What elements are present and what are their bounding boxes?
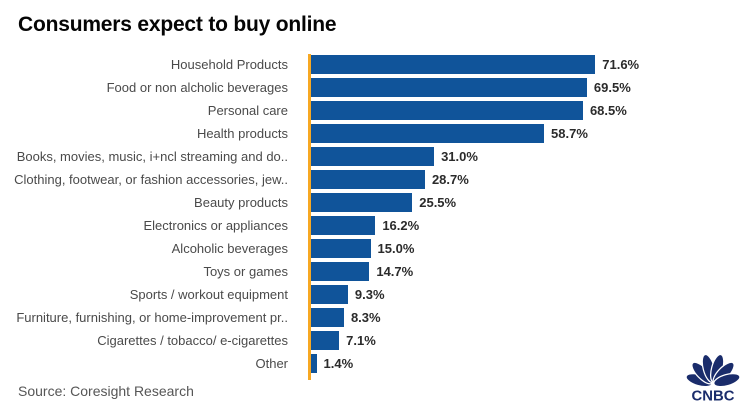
bar-row: Cigarettes / tobacco/ e-cigarettes 7.1% — [0, 329, 748, 352]
bar — [311, 331, 340, 350]
bar-row: Food or non alcholic beverages 69.5% — [0, 76, 748, 99]
bar-rows: Household Products 71.6% Food or non alcho… — [0, 53, 748, 375]
bar-track: 1.4% — [311, 354, 353, 373]
bar-row: Electronics or appliances 16.2% — [0, 214, 748, 237]
category-label: Clothing, footwear, or fashion accessori… — [14, 172, 288, 187]
axis-baseline — [308, 54, 311, 380]
bar-track: 8.3% — [311, 308, 381, 327]
bar-row: Furniture, furnishing, or home-improveme… — [0, 306, 748, 329]
bar — [311, 170, 425, 189]
category-label: Other — [255, 356, 288, 371]
value-label: 1.4% — [323, 356, 354, 371]
category-label: Electronics or appliances — [143, 218, 288, 233]
bar-row: Other 1.4% — [0, 352, 748, 375]
bar-track: 16.2% — [311, 216, 419, 235]
category-label: Beauty products — [194, 195, 288, 210]
bar-row: Alcoholic beverages 15.0% — [0, 237, 748, 260]
category-label: Health products — [196, 126, 288, 141]
bar — [311, 308, 344, 327]
category-label: Sports / workout equipment — [129, 287, 288, 302]
cnbc-wordmark: CNBC — [692, 388, 735, 404]
value-label: 16.2% — [382, 218, 420, 233]
value-label: 8.3% — [350, 310, 381, 325]
bar — [311, 354, 317, 373]
bar — [311, 78, 587, 97]
bar-track: 71.6% — [311, 55, 639, 74]
bar-chart: Household Products 71.6% Food or non alcho… — [0, 53, 748, 380]
value-label: 28.7% — [431, 172, 469, 187]
category-label: Cigarettes / tobacco/ e-cigarettes — [97, 333, 288, 348]
bar — [311, 239, 371, 258]
bar-track: 28.7% — [311, 170, 469, 189]
bar-track: 58.7% — [311, 124, 588, 143]
bar-row: Health products 58.7% — [0, 122, 748, 145]
value-label: 58.7% — [551, 126, 588, 141]
category-label: Toys or games — [203, 264, 288, 279]
category-label: Household Products — [170, 57, 288, 72]
category-label: Furniture, furnishing, or home-improveme… — [16, 310, 288, 325]
value-label: 9.3% — [354, 287, 385, 302]
value-label: 25.5% — [419, 195, 457, 210]
bar-row: Toys or games 14.7% — [0, 260, 748, 283]
source-text: Source: Coresight Research — [18, 383, 194, 399]
bar-track: 15.0% — [311, 239, 414, 258]
bar-track: 25.5% — [311, 193, 456, 212]
bar — [311, 193, 413, 212]
peacock-icon: CNBC — [685, 353, 741, 404]
bar — [311, 124, 545, 143]
value-label: 69.5% — [593, 80, 631, 95]
bar — [311, 216, 376, 235]
category-label: Books, movies, music, i+ncl streaming an… — [16, 149, 288, 164]
chart-title: Consumers expect to buy online — [18, 13, 337, 36]
value-label: 31.0% — [441, 149, 478, 164]
bar — [311, 262, 370, 281]
bar-row: Books, movies, music, i+ncl streaming an… — [0, 145, 748, 168]
bar-track: 68.5% — [311, 101, 627, 120]
bar-row: Clothing, footwear, or fashion accessori… — [0, 168, 748, 191]
bar-row: Beauty products 25.5% — [0, 191, 748, 214]
value-label: 71.6% — [602, 57, 640, 72]
bar-track: 14.7% — [311, 262, 413, 281]
category-label: Food or non alcholic beverages — [106, 80, 288, 95]
bar-track: 31.0% — [311, 147, 478, 166]
value-label: 15.0% — [377, 241, 415, 256]
category-label: Personal care — [207, 103, 288, 118]
bar — [311, 55, 596, 74]
bar-row: Household Products 71.6% — [0, 53, 748, 76]
bar-track: 9.3% — [311, 285, 385, 304]
cnbc-logo: CNBC — [685, 347, 741, 405]
value-label: 68.5% — [589, 103, 627, 118]
category-label: Alcoholic beverages — [171, 241, 288, 256]
bar-track: 7.1% — [311, 331, 376, 350]
bar-row: Personal care 68.5% — [0, 99, 748, 122]
value-label: 7.1% — [346, 333, 376, 348]
bar-row: Sports / workout equipment 9.3% — [0, 283, 748, 306]
bar — [311, 147, 435, 166]
bar-track: 69.5% — [311, 78, 631, 97]
bar — [311, 285, 348, 304]
value-label: 14.7% — [376, 264, 414, 279]
bar — [311, 101, 583, 120]
